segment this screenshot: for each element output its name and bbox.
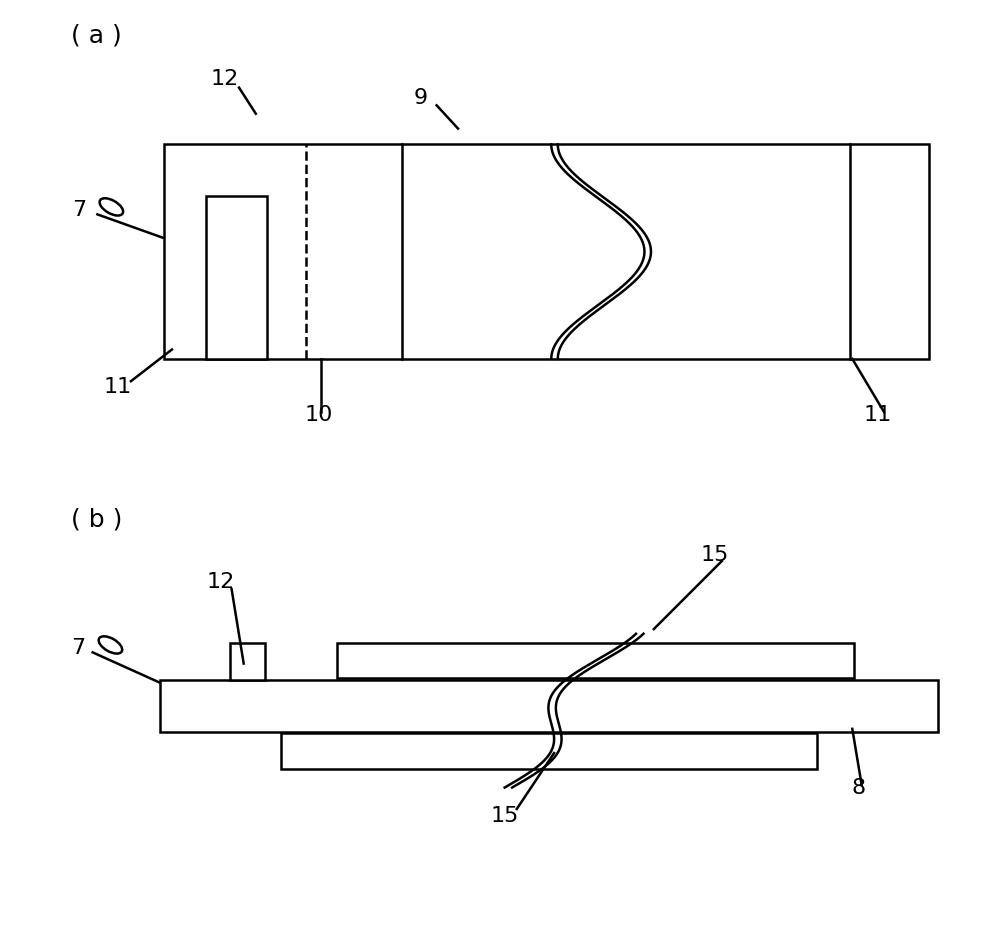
Text: 15: 15 [490, 805, 519, 826]
Text: 7: 7 [71, 637, 85, 658]
Bar [230, 643, 265, 680]
Text: 11: 11 [104, 377, 132, 397]
Text: 12: 12 [206, 572, 235, 593]
Text: 15: 15 [700, 544, 729, 565]
Ellipse shape [100, 199, 123, 215]
Bar [206, 196, 267, 359]
Ellipse shape [99, 637, 122, 653]
Text: 10: 10 [304, 404, 332, 425]
Bar [281, 733, 817, 769]
Text: 12: 12 [211, 69, 239, 89]
Text: 8: 8 [852, 777, 866, 798]
Bar [337, 643, 854, 678]
Text: ( b ): ( b ) [71, 508, 123, 532]
Text: 7: 7 [72, 199, 86, 220]
Text: 9: 9 [414, 88, 428, 108]
Text: 11: 11 [863, 404, 892, 425]
Bar [164, 144, 929, 359]
Bar [160, 680, 938, 732]
Text: ( a ): ( a ) [71, 23, 122, 48]
